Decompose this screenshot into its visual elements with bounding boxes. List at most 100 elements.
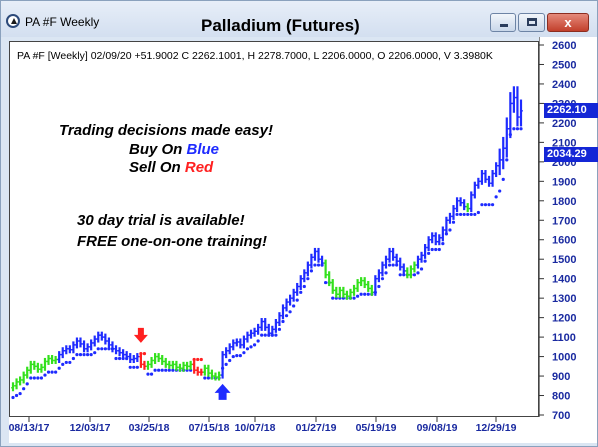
- stop-dot: [100, 347, 104, 351]
- sell-signal-arrow: [133, 327, 148, 343]
- stop-dot: [281, 319, 285, 324]
- stop-dot: [316, 263, 321, 267]
- stop-dot: [245, 347, 250, 351]
- stop-dot: [146, 372, 150, 376]
- stop-dot: [89, 353, 93, 357]
- stop-dot: [309, 269, 314, 273]
- stop-dot: [277, 327, 282, 331]
- stop-dot: [252, 343, 257, 347]
- stop-dot: [64, 360, 68, 365]
- stop-dot: [462, 212, 466, 217]
- stop-dot: [43, 373, 47, 377]
- y-tick-label: 2500: [552, 59, 576, 71]
- stop-dot: [459, 212, 463, 217]
- stop-dot: [54, 370, 58, 374]
- stop-dot: [46, 370, 51, 374]
- stop-dot: [498, 189, 502, 193]
- window-title: PA #F Weekly: [25, 15, 100, 29]
- stop-dot: [50, 370, 54, 374]
- stop-dot: [142, 352, 147, 356]
- stop-dot: [359, 292, 363, 296]
- stop-dot: [68, 360, 72, 365]
- date-axis[interactable]: [9, 417, 597, 443]
- stop-dot: [295, 298, 299, 302]
- stop-dot: [242, 351, 246, 355]
- stop-dot: [192, 357, 196, 362]
- stop-dot: [57, 366, 61, 370]
- stop-dot: [306, 277, 310, 281]
- stop-dot: [71, 356, 75, 361]
- y-tick-label: 1400: [552, 274, 576, 286]
- stop-dot: [14, 393, 19, 398]
- stop-dot: [448, 228, 452, 232]
- stop-dot: [377, 284, 381, 289]
- minimize-button[interactable]: [490, 13, 516, 32]
- stop-dot: [96, 347, 100, 351]
- y-tick-label: 700: [552, 410, 570, 422]
- stop-dot: [299, 290, 303, 294]
- stop-dot: [331, 296, 335, 300]
- y-tick-label: 2400: [552, 79, 576, 91]
- stop-dot: [423, 259, 427, 263]
- y-tick-label: 1900: [552, 176, 576, 188]
- stop-dot: [494, 195, 498, 199]
- stop-dot: [238, 354, 242, 358]
- promo-trial-line: 30 day trial is available!: [77, 212, 245, 229]
- stop-dot: [132, 365, 136, 369]
- stop-dot: [25, 382, 29, 386]
- stop-dot: [11, 395, 15, 400]
- y-tick-label: 1300: [552, 293, 576, 305]
- stop-dot: [171, 368, 175, 372]
- x-tick-label: 08/13/17: [9, 422, 50, 434]
- stop-dot: [473, 212, 477, 217]
- stop-dot: [249, 345, 253, 349]
- stop-dot: [160, 368, 164, 372]
- stop-dot: [231, 354, 235, 359]
- stop-dot: [512, 127, 516, 131]
- stop-dot: [505, 158, 509, 162]
- stop-dot: [228, 358, 232, 363]
- x-tick-label: 09/08/19: [417, 422, 458, 434]
- stop-dot: [490, 203, 495, 207]
- stop-dot: [487, 203, 491, 207]
- maximize-button[interactable]: [518, 13, 545, 32]
- y-tick-label: 2100: [552, 137, 576, 149]
- close-button[interactable]: x: [547, 13, 589, 32]
- stop-dot: [18, 391, 22, 396]
- y-tick-label: 2600: [552, 40, 576, 52]
- stop-dot: [441, 242, 445, 246]
- stop-dot: [103, 347, 107, 351]
- stop-dot: [469, 212, 473, 217]
- promo-headline: Trading decisions made easy!: [59, 122, 273, 139]
- stop-dot: [324, 280, 328, 285]
- y-tick-label: 1500: [552, 254, 576, 266]
- chart-app-icon[interactable]: [6, 14, 20, 28]
- stop-dot: [380, 277, 385, 281]
- y-tick-label: 1800: [552, 196, 576, 208]
- stop-dot: [430, 247, 434, 252]
- stop-dot: [263, 333, 267, 337]
- stop-dot: [199, 357, 203, 362]
- maximize-icon: [527, 18, 537, 26]
- stop-dot: [61, 362, 65, 366]
- promo-buy-line: Buy On Blue: [129, 141, 219, 158]
- price-axis[interactable]: [539, 37, 597, 417]
- stop-dot: [437, 247, 441, 252]
- stop-dot: [313, 263, 317, 267]
- stop-dot: [256, 339, 260, 343]
- stop-dot: [288, 310, 292, 314]
- stop-dot: [366, 292, 370, 296]
- title-bar[interactable]: PA #F Weekly Palladium (Futures) x: [1, 1, 597, 37]
- stop-dot: [284, 314, 289, 318]
- stop-dot: [363, 292, 367, 296]
- x-tick-label: 07/15/18: [189, 422, 230, 434]
- y-tick-label: 800: [552, 391, 570, 403]
- stop-dot: [93, 351, 97, 355]
- promo-sell-line: Sell On Red: [129, 159, 213, 176]
- stop-dot: [235, 354, 239, 358]
- y-tick-label: 1700: [552, 215, 576, 227]
- stop-dot: [22, 387, 26, 391]
- stop-dot: [167, 368, 171, 372]
- stop-dot: [39, 376, 44, 380]
- x-tick-label: 12/03/17: [70, 422, 111, 434]
